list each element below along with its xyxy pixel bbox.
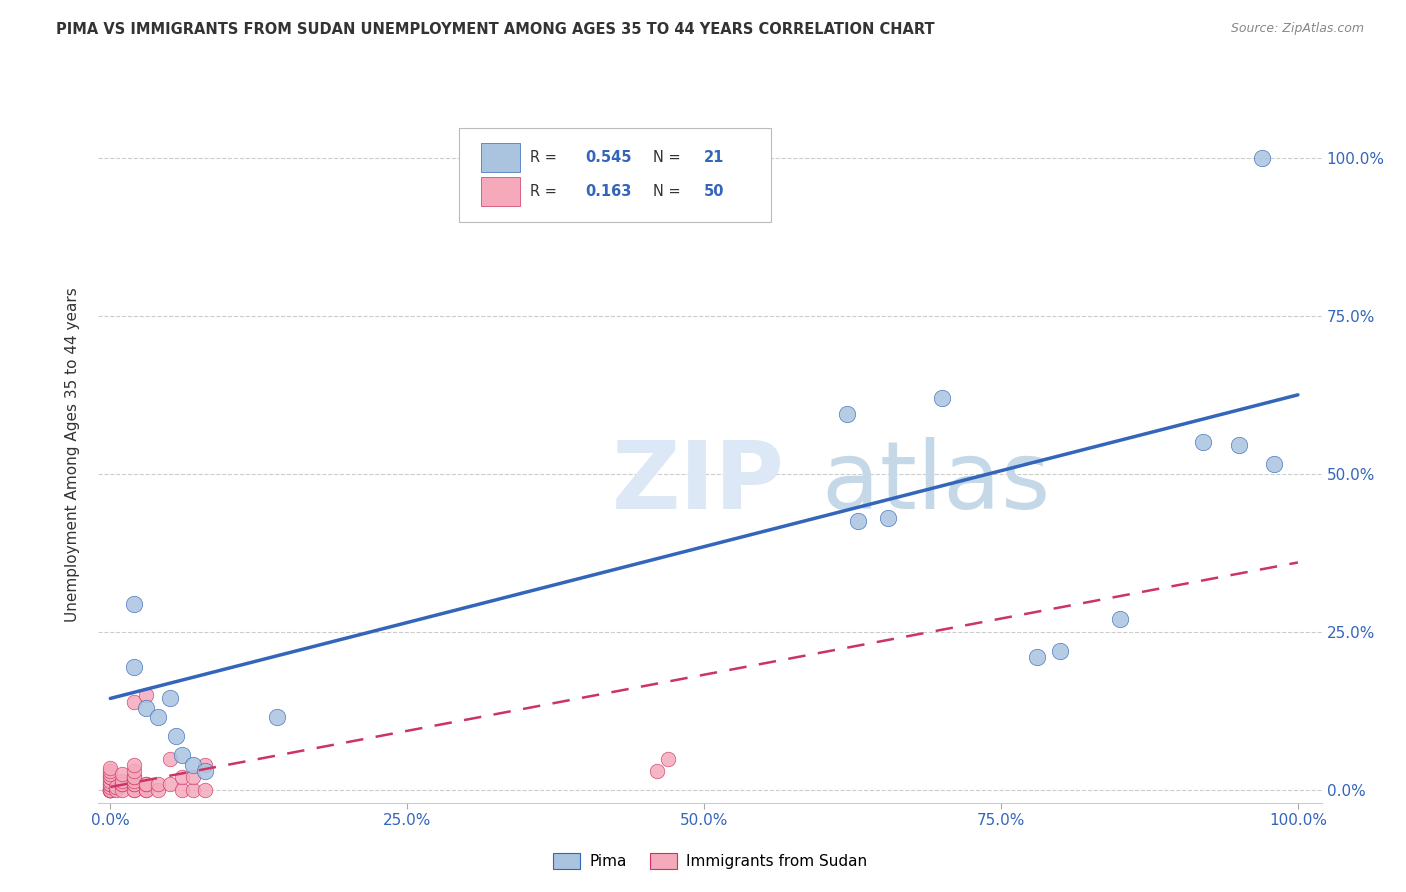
Point — [135, 701, 157, 715]
Point — [98, 783, 121, 797]
Point — [1192, 435, 1215, 450]
Point — [170, 771, 193, 785]
Point — [1263, 458, 1285, 472]
Text: N =: N = — [652, 184, 685, 199]
Point — [170, 783, 193, 797]
Text: PIMA VS IMMIGRANTS FROM SUDAN UNEMPLOYMENT AMONG AGES 35 TO 44 YEARS CORRELATION: PIMA VS IMMIGRANTS FROM SUDAN UNEMPLOYME… — [56, 22, 935, 37]
Point — [135, 777, 157, 791]
Point — [111, 773, 134, 788]
Point — [1108, 612, 1130, 626]
Point — [135, 783, 157, 797]
Point — [122, 695, 145, 709]
Point — [183, 771, 205, 785]
Point — [122, 597, 145, 611]
Point — [159, 751, 181, 765]
Point — [98, 783, 121, 797]
Point — [835, 407, 858, 421]
Point — [98, 764, 121, 779]
Legend: Pima, Immigrants from Sudan: Pima, Immigrants from Sudan — [547, 847, 873, 875]
Point — [194, 757, 217, 772]
Point — [1025, 650, 1047, 665]
Point — [159, 777, 181, 791]
Point — [98, 767, 121, 781]
Point — [877, 511, 900, 525]
Point — [194, 764, 217, 779]
Point — [645, 764, 668, 779]
Point — [105, 780, 128, 794]
Text: 0.545: 0.545 — [585, 151, 631, 165]
Text: R =: R = — [530, 184, 562, 199]
Point — [146, 777, 169, 791]
Point — [266, 710, 288, 724]
Point — [98, 783, 121, 797]
Point — [122, 771, 145, 785]
Point — [1049, 644, 1071, 658]
Point — [165, 730, 187, 744]
Point — [122, 777, 145, 791]
Point — [183, 757, 205, 772]
Y-axis label: Unemployment Among Ages 35 to 44 years: Unemployment Among Ages 35 to 44 years — [65, 287, 80, 623]
Point — [98, 773, 121, 788]
Point — [170, 748, 193, 763]
Point — [122, 757, 145, 772]
Point — [105, 783, 128, 797]
FancyBboxPatch shape — [460, 128, 772, 222]
Point — [98, 783, 121, 797]
Point — [122, 783, 145, 797]
Point — [98, 777, 121, 791]
Point — [98, 783, 121, 797]
Text: R =: R = — [530, 151, 562, 165]
Point — [657, 751, 679, 765]
Point — [98, 761, 121, 775]
FancyBboxPatch shape — [481, 177, 520, 206]
Point — [111, 777, 134, 791]
Text: Source: ZipAtlas.com: Source: ZipAtlas.com — [1230, 22, 1364, 36]
Point — [194, 783, 217, 797]
Point — [135, 783, 157, 797]
Text: atlas: atlas — [612, 437, 1050, 529]
Point — [122, 771, 145, 785]
Text: N =: N = — [652, 151, 685, 165]
Text: 50: 50 — [704, 184, 724, 199]
Point — [146, 710, 169, 724]
Point — [98, 783, 121, 797]
Point — [98, 780, 121, 794]
Point — [98, 783, 121, 797]
Point — [146, 783, 169, 797]
Point — [135, 777, 157, 791]
Point — [122, 764, 145, 779]
Point — [183, 783, 205, 797]
Text: ZIP: ZIP — [612, 437, 785, 529]
Point — [98, 771, 121, 785]
Point — [111, 767, 134, 781]
FancyBboxPatch shape — [481, 144, 520, 172]
Point — [98, 777, 121, 791]
Point — [1251, 151, 1274, 165]
Text: 0.163: 0.163 — [585, 184, 631, 199]
Point — [122, 773, 145, 788]
Point — [931, 391, 953, 405]
Point — [122, 777, 145, 791]
Point — [122, 660, 145, 674]
Text: 21: 21 — [704, 151, 724, 165]
Point — [111, 777, 134, 791]
Point — [848, 514, 870, 528]
Point — [111, 783, 134, 797]
Point — [1227, 438, 1250, 452]
Point — [159, 691, 181, 706]
Point — [122, 783, 145, 797]
Point — [98, 771, 121, 785]
Point — [135, 688, 157, 702]
